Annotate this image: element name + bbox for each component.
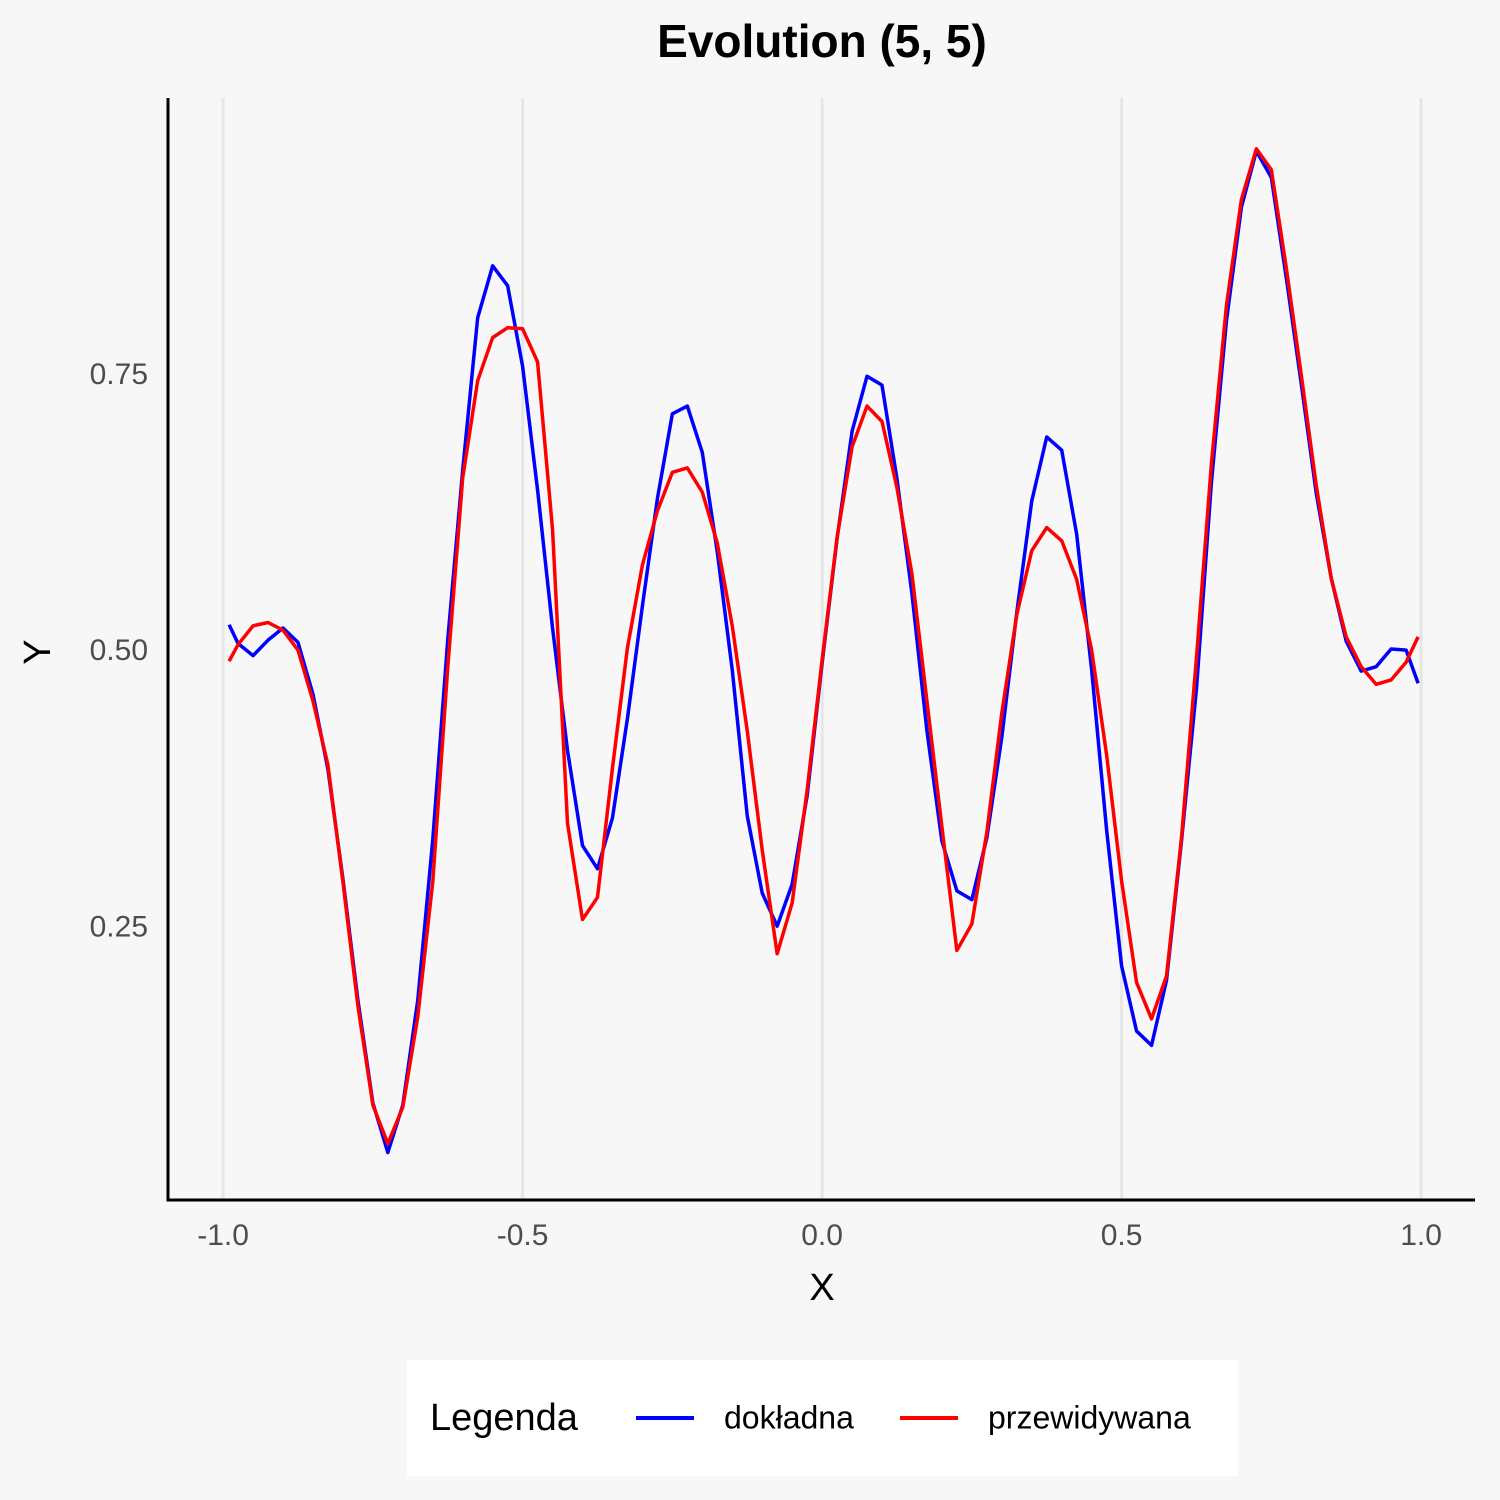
x-tick-label: 0.0	[801, 1219, 843, 1252]
legend-title: Legenda	[430, 1397, 579, 1439]
legend-label: dokładna	[724, 1399, 854, 1435]
chart-title: Evolution (5, 5)	[657, 15, 987, 67]
x-axis-title: X	[809, 1267, 834, 1309]
x-tick-label: -0.5	[497, 1219, 549, 1252]
legend-label: przewidywana	[988, 1399, 1191, 1435]
series-line	[227, 147, 1420, 1146]
y-tick-label: 0.75	[90, 358, 148, 391]
y-axis-title: Y	[17, 639, 59, 664]
legend-box	[407, 1360, 1238, 1476]
y-tick-label: 0.50	[90, 634, 148, 667]
x-tick-label: -1.0	[197, 1219, 249, 1252]
x-tick-label: 0.5	[1101, 1219, 1143, 1252]
y-tick-label: 0.25	[90, 910, 148, 943]
x-tick-label: 1.0	[1400, 1219, 1442, 1252]
